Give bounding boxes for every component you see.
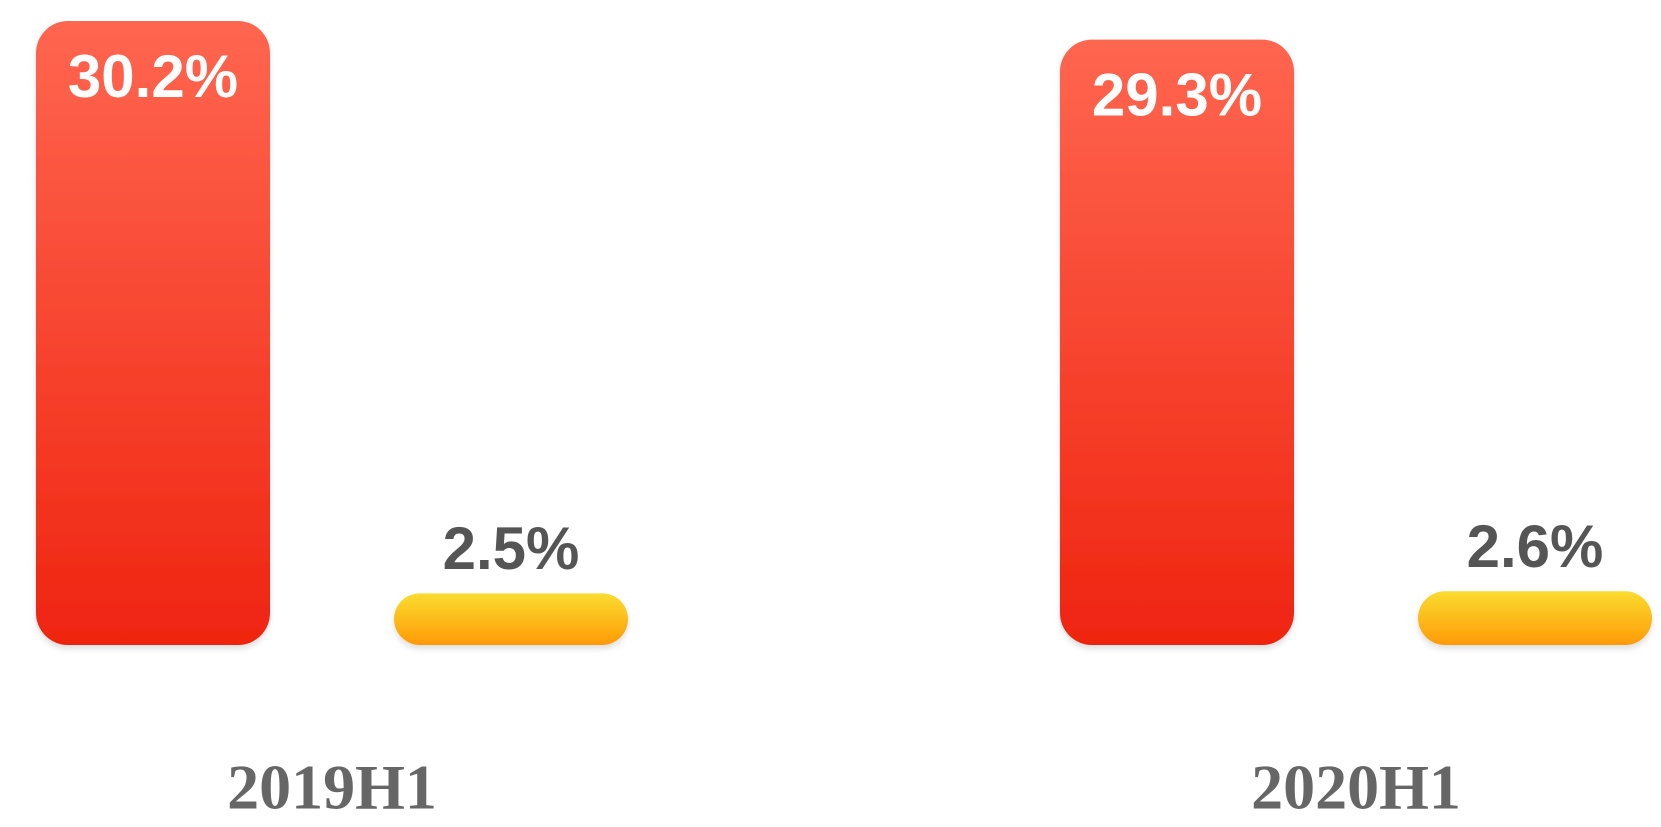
value-label: 2.5%	[443, 515, 580, 582]
value-label: 2.6%	[1467, 513, 1604, 580]
bar	[1060, 39, 1294, 646]
x-tick-label: 2019H1	[227, 752, 437, 823]
value-label: 29.3%	[1092, 61, 1262, 128]
bar	[1418, 591, 1652, 645]
value-label: 30.2%	[68, 43, 238, 110]
x-tick-label: 2020H1	[1251, 752, 1461, 823]
bar	[36, 21, 270, 645]
bar	[394, 593, 628, 645]
